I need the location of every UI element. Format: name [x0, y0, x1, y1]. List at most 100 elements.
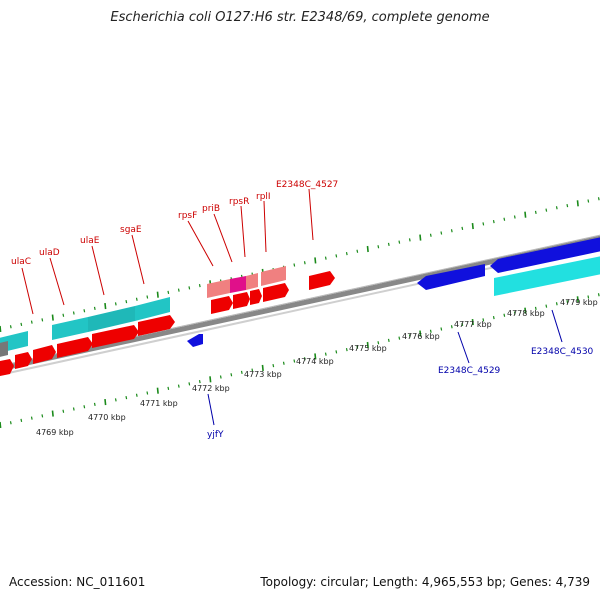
inner-ruler-tick [555, 302, 558, 306]
inner-ruler-tick [83, 405, 86, 409]
inner-ruler-tick [503, 313, 506, 317]
inner-ruler-tick [51, 410, 54, 417]
outer-ruler-tick [440, 231, 443, 235]
inner-ruler-tick [303, 357, 306, 361]
forward-feature-track [0, 266, 335, 376]
accession-label: Accession: NC_011601 [9, 575, 146, 589]
outer-ruler-tick [419, 234, 422, 241]
inner-ruler-tick [366, 341, 369, 349]
outer-tick-ruler [0, 197, 600, 333]
outer-ruler-tick [62, 313, 65, 317]
outer-ruler-tick [72, 311, 75, 315]
forward-cds-ulaE [92, 325, 139, 348]
inner-ruler-tick [345, 347, 348, 352]
outer-ruler-tick [156, 291, 159, 298]
outer-ruler-tick [146, 295, 149, 299]
gene-label-ulaD: ulaD [39, 248, 60, 258]
topology-label: Topology: circular; Length: 4,965,553 bp… [260, 575, 590, 589]
gene-region-ulaD [52, 317, 88, 340]
forward-cds-ulaD [57, 337, 93, 358]
forward-cds-sgaE [138, 315, 175, 336]
ruler-labels: 4769 kbp 4770 kbp 4771 kbp 4772 kbp 4773… [36, 298, 598, 437]
outer-ruler-tick [293, 263, 296, 267]
outer-ruler-tick [20, 322, 23, 327]
forward-rrna-priB [230, 276, 246, 293]
gene-label-sgaE: sgaE [120, 225, 142, 235]
inner-ruler-tick [534, 306, 537, 311]
outer-ruler-tick [555, 206, 558, 210]
inner-ruler-tick [167, 386, 170, 391]
ruler-label-4778: 4778 kbp [507, 309, 545, 318]
outer-ruler-tick [366, 245, 369, 253]
reverse-feature-track [0, 237, 600, 357]
inner-ruler-tick [377, 341, 380, 345]
outer-ruler-tick [524, 211, 527, 218]
inner-ruler-tick [9, 421, 12, 425]
inner-ruler-tick [114, 398, 117, 402]
outer-ruler-tick [303, 261, 306, 265]
inner-ruler-tick [41, 414, 44, 418]
inner-ruler-tick [419, 330, 422, 337]
inner-ruler-tick [198, 379, 201, 384]
gene-label-yjfY: yjfY [207, 430, 224, 440]
inner-ruler-tick [356, 345, 359, 349]
outer-ruler-tick [450, 229, 453, 233]
inner-ruler-tick [93, 402, 96, 407]
outer-ruler-tick [356, 249, 359, 253]
gene-label-rpsR: rpsR [229, 197, 249, 207]
inner-ruler-tick [261, 364, 264, 371]
inner-ruler-tick [20, 418, 23, 423]
inner-ruler-tick [240, 370, 243, 375]
gene-label-rpsF: rpsF [178, 211, 197, 221]
inner-ruler-tick [293, 359, 296, 363]
forward-other-rpsF [207, 279, 230, 298]
ruler-label-4773: 4773 kbp [244, 370, 282, 379]
inner-ruler-tick [398, 336, 401, 340]
ruler-label-4772: 4772 kbp [192, 384, 230, 393]
inner-ruler-tick [62, 409, 65, 413]
ruler-label-4770: 4770 kbp [88, 413, 126, 422]
ruler-label-4776: 4776 kbp [402, 332, 440, 341]
inner-ruler-tick [104, 399, 107, 406]
forward-cds-1 [0, 359, 14, 376]
outer-ruler-tick [135, 297, 138, 301]
outer-ruler-tick [177, 288, 180, 292]
ruler-label-4775: 4775 kbp [349, 344, 387, 353]
outer-ruler-tick [0, 325, 2, 333]
outer-ruler-tick [51, 314, 54, 321]
inner-ruler-tick [597, 293, 600, 297]
reverse-cds-yjfY [187, 334, 203, 347]
forward-cds-2 [15, 352, 32, 369]
inner-ruler-tick [156, 387, 159, 394]
forward-cds-priB [233, 292, 250, 309]
inner-ruler-tick [566, 299, 569, 304]
inner-ruler-tick [482, 318, 485, 322]
inner-ruler-tick [324, 352, 327, 356]
gene-label-E2348C_4527: E2348C_4527 [276, 180, 338, 190]
outer-ruler-tick [83, 309, 86, 313]
inner-ruler-tick [0, 421, 2, 429]
inner-ruler-tick [335, 350, 338, 354]
inner-ruler-tick [587, 295, 590, 299]
inner-ruler-tick [188, 382, 191, 386]
outer-ruler-tick [345, 251, 348, 256]
outer-ruler-tick [461, 226, 464, 231]
outer-ruler-tick [597, 197, 600, 201]
gene-label-ulaE: ulaE [80, 236, 100, 246]
outer-ruler-tick [377, 245, 380, 249]
map-title: Escherichia coli O127:H6 str. E2348/69, … [110, 10, 490, 25]
gene-region-sgaE [135, 297, 170, 321]
forward-cds-rpsR [250, 289, 262, 305]
inner-ruler-tick [450, 325, 453, 329]
inner-ruler-tick [471, 319, 474, 326]
inner-ruler-tick [72, 407, 75, 411]
inner-ruler-tick [135, 393, 138, 397]
inner-ruler-tick [230, 373, 233, 377]
outer-ruler-tick [471, 223, 474, 230]
inner-ruler-tick [576, 296, 579, 303]
inner-ruler-tick [513, 311, 516, 315]
inner-ruler-tick [251, 368, 254, 372]
inner-ruler-tick [492, 315, 495, 320]
ruler-label-4779: 4779 kbp [560, 298, 598, 307]
gene-label-rplI: rplI [256, 192, 271, 202]
